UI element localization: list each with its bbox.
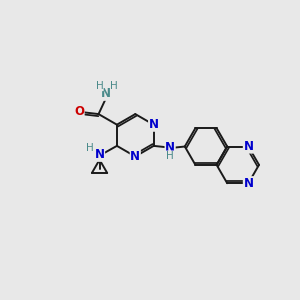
Text: N: N [101,87,111,100]
Text: N: N [130,150,140,163]
Text: N: N [165,141,175,154]
Text: N: N [148,118,159,131]
Text: H: H [86,143,94,153]
Text: O: O [74,106,84,118]
Text: N: N [94,148,104,161]
Text: H: H [110,81,118,91]
Text: H: H [96,81,104,91]
Text: N: N [243,140,254,153]
Text: N: N [243,177,254,190]
Text: H: H [166,151,174,161]
